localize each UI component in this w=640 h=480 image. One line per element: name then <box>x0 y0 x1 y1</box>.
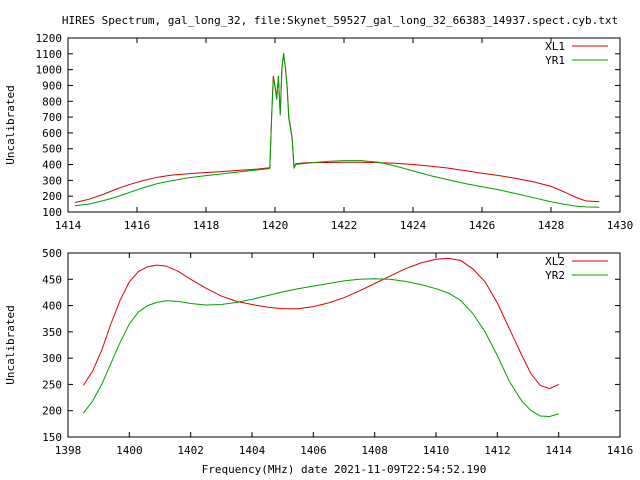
y-tick-label: 350 <box>42 326 62 339</box>
x-tick-label: 1408 <box>361 444 388 457</box>
y-tick-label: 100 <box>42 206 62 219</box>
y-tick-label: 200 <box>42 405 62 418</box>
x-tick-label: 1402 <box>177 444 204 457</box>
x-tick-label: 1400 <box>116 444 143 457</box>
x-tick-label: 1414 <box>55 219 82 232</box>
y-tick-label: 700 <box>42 111 62 124</box>
y-tick-label: 200 <box>42 190 62 203</box>
legend-label: XL1 <box>545 40 565 53</box>
y-tick-label: 1100 <box>36 48 63 61</box>
x-tick-label: 1428 <box>538 219 565 232</box>
series-line-xl1 <box>74 53 600 203</box>
series-line-xl2 <box>82 257 559 390</box>
x-tick-label: 1430 <box>607 219 634 232</box>
y-tick-label: 800 <box>42 95 62 108</box>
y-axis-label: Uncalibrated <box>4 305 17 384</box>
x-tick-label: 1418 <box>193 219 220 232</box>
y-tick-label: 400 <box>42 159 62 172</box>
x-tick-label: 1416 <box>607 444 634 457</box>
x-tick-label: 1410 <box>423 444 450 457</box>
legend-label: YR2 <box>545 269 565 282</box>
y-tick-label: 250 <box>42 378 62 391</box>
y-tick-label: 600 <box>42 127 62 140</box>
y-tick-label: 150 <box>42 431 62 444</box>
x-tick-label: 1404 <box>239 444 266 457</box>
y-tick-label: 900 <box>42 79 62 92</box>
y-tick-label: 300 <box>42 352 62 365</box>
x-tick-label: 1426 <box>469 219 496 232</box>
y-tick-label: 500 <box>42 247 62 260</box>
x-tick-label: 1398 <box>55 444 82 457</box>
x-tick-label: 1406 <box>300 444 327 457</box>
chart-panel-bottom: 1398 1400 1402 1404 1406 1408 1410 1412 1414 1416… <box>4 247 633 476</box>
y-tick-label: 450 <box>42 273 62 286</box>
x-tick-label: 1416 <box>124 219 151 232</box>
x-tick-label: 1412 <box>484 444 511 457</box>
x-axis-label: Frequency(MHz) date 2021-11-09T22:54:52.… <box>202 463 487 476</box>
legend-label: YR1 <box>545 54 565 67</box>
x-tick-label: 1424 <box>400 219 427 232</box>
plot-frame <box>67 252 621 438</box>
chart-panel-top: 1414 1416 1418 1420 1422 1424 1426 1428 1430 100 2… <box>4 32 633 232</box>
x-tick-label: 1422 <box>331 219 358 232</box>
x-tick-label: 1420 <box>262 219 289 232</box>
series-line-yr2 <box>82 278 559 418</box>
legend-label: XL2 <box>545 255 565 268</box>
y-axis-label: Uncalibrated <box>4 85 17 164</box>
y-tick-label: 300 <box>42 174 62 187</box>
series-line-yr1 <box>74 52 600 208</box>
x-tick-label: 1414 <box>545 444 572 457</box>
y-tick-label: 500 <box>42 143 62 156</box>
y-tick-label: 1000 <box>36 64 63 77</box>
y-tick-label: 1200 <box>36 32 63 45</box>
y-tick-label: 400 <box>42 300 62 313</box>
figure-title: HIRES Spectrum, gal_long_32, file:Skynet… <box>62 14 618 27</box>
